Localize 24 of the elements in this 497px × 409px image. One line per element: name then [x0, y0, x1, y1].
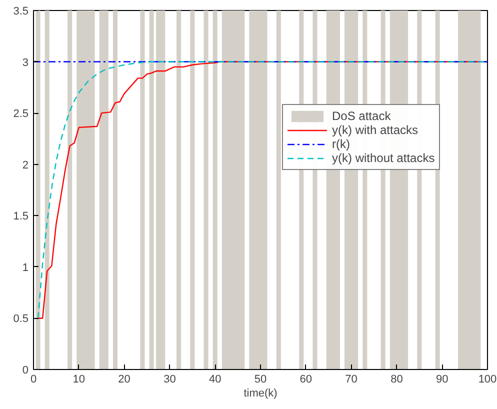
- x-tick-label: 80: [390, 374, 403, 386]
- x-axis-title: time(k): [244, 388, 278, 400]
- x-tick-label: 20: [118, 374, 130, 386]
- x-tick-label: 60: [300, 374, 312, 386]
- legend-label: y(k) with attacks: [332, 123, 418, 137]
- y-tick-label: 2.5: [13, 108, 29, 120]
- x-tick-label: 40: [208, 374, 222, 386]
- x-tick-label: 50: [254, 374, 267, 386]
- y-tick-label: 3: [22, 56, 29, 69]
- x-tick-label: 0: [30, 374, 37, 386]
- x-tick-label: 30: [164, 374, 176, 386]
- y-tick-label: 1: [22, 262, 29, 274]
- y-tick-label: 3.5: [13, 6, 29, 18]
- y-tick-label: 0.5: [13, 313, 29, 326]
- x-tick-label: 70: [345, 374, 358, 386]
- x-tick-label: 100: [478, 374, 497, 386]
- y-tick-label: 2: [22, 159, 29, 172]
- x-tick-label: 10: [72, 374, 86, 386]
- legend-label: y(k) without attacks: [332, 151, 435, 165]
- y-tick-label: 0: [22, 364, 29, 376]
- y-tick-label: 1.5: [13, 210, 29, 223]
- x-tick-label: 90: [436, 374, 448, 386]
- legend-label: DoS attack: [332, 109, 391, 123]
- legend-label: r(k): [332, 137, 351, 151]
